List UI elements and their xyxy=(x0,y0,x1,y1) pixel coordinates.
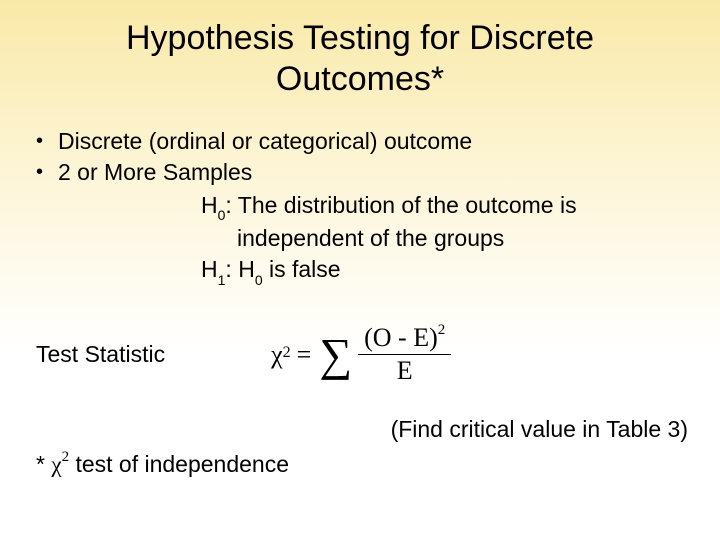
test-statistic-label: Test Statistic xyxy=(36,341,165,368)
critical-value-note: (Find critical value in Table 3) xyxy=(28,416,688,443)
h1-text-a: : H xyxy=(225,256,254,282)
sigma-symbol: ∑ xyxy=(319,332,352,378)
h0-text-line1: : The distribution of the outcome is xyxy=(225,192,576,218)
test-statistic-row: Test Statistic χ2 = ∑ (O - E)2 E xyxy=(36,322,692,388)
bullet-item: • Discrete (ordinal or categorical) outc… xyxy=(36,126,692,157)
bullet-list: • Discrete (ordinal or categorical) outc… xyxy=(36,126,692,288)
h-label: H xyxy=(201,256,218,282)
footnote-chi-exponent: 2 xyxy=(62,449,70,465)
h-label: H xyxy=(201,192,218,218)
h0-text-line2: independent of the groups xyxy=(237,223,692,254)
chi-exponent: 2 xyxy=(283,344,291,362)
numerator-base: (O - E) xyxy=(364,323,438,352)
footnote: * χ2 test of independence xyxy=(36,451,692,478)
alt-hypothesis: H1: H0 is false xyxy=(201,254,692,287)
numerator-exponent: 2 xyxy=(438,322,446,338)
chi-square-formula: χ2 = ∑ (O - E)2 E xyxy=(271,322,451,388)
bullet-text: 2 or More Samples xyxy=(58,157,252,188)
hypothesis-block: H0: The distribution of the outcome is i… xyxy=(201,190,692,288)
fraction: (O - E)2 E xyxy=(358,322,451,388)
h-subscript: 1 xyxy=(218,272,226,288)
footnote-star: * xyxy=(36,451,51,477)
slide: Hypothesis Testing for Discrete Outcomes… xyxy=(0,0,720,540)
h-subscript: 0 xyxy=(218,207,226,223)
null-hypothesis: H0: The distribution of the outcome is xyxy=(201,190,692,223)
chi-symbol: χ xyxy=(271,340,283,370)
h0-ref-subscript: 0 xyxy=(255,272,263,288)
equals-sign: = xyxy=(297,340,312,370)
footnote-chi: χ xyxy=(51,452,61,477)
bullet-dot-icon: • xyxy=(36,157,58,187)
slide-title: Hypothesis Testing for Discrete Outcomes… xyxy=(28,18,692,100)
numerator: (O - E)2 xyxy=(358,322,451,355)
bullet-text: Discrete (ordinal or categorical) outcom… xyxy=(58,126,472,157)
h1-text-b: is false xyxy=(263,256,341,282)
bullet-dot-icon: • xyxy=(36,126,58,156)
denominator: E xyxy=(391,355,419,388)
bullet-item: • 2 or More Samples xyxy=(36,157,692,188)
footnote-rest: test of independence xyxy=(69,451,289,477)
